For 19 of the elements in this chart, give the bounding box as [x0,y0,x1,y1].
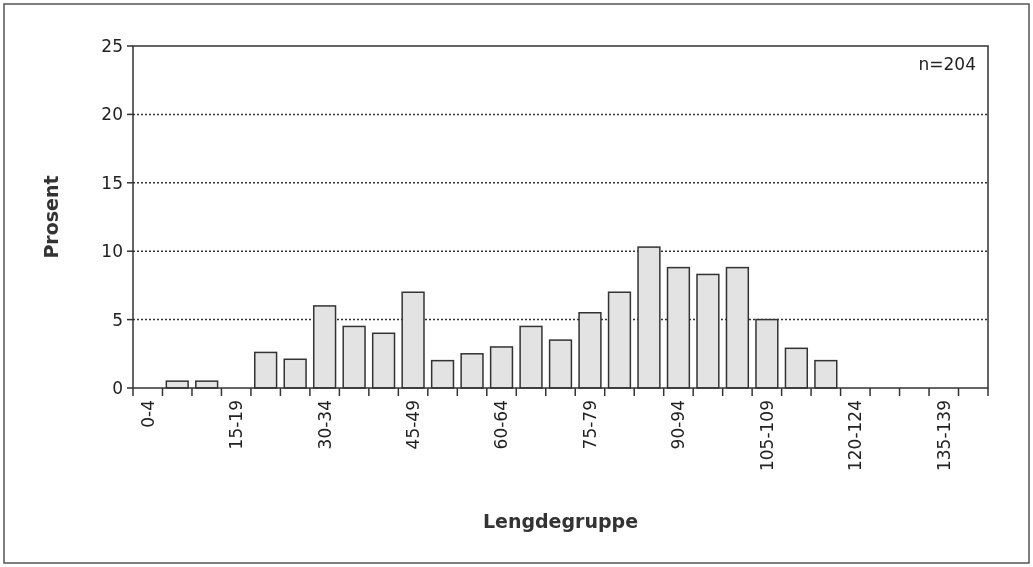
y-tick-label: 5 [112,309,123,330]
x-tick-label: 0-4 [137,400,158,428]
x-axis-title: Lengdegruppe [482,510,639,532]
x-tick-label: 75-79 [579,400,600,450]
y-axis-title: Prosent [40,175,62,259]
x-tick-label: 105-109 [756,400,777,472]
x-tick-label: 135-139 [933,400,954,472]
y-tick-label: 25 [101,35,123,56]
x-tick-label: 45-49 [403,400,424,450]
y-tick-label: 0 [112,377,123,398]
x-tick-label: 60-64 [491,400,512,450]
y-tick-label: 20 [101,104,123,125]
y-tick-label: 15 [101,172,123,193]
x-tick-label: 30-34 [314,400,335,450]
x-tick-label: 90-94 [668,400,689,450]
x-tick-label: 15-19 [226,400,247,450]
x-tick-label: 120-124 [845,400,866,472]
annotation: n=204 [918,54,976,74]
y-tick-label: 10 [101,241,123,262]
